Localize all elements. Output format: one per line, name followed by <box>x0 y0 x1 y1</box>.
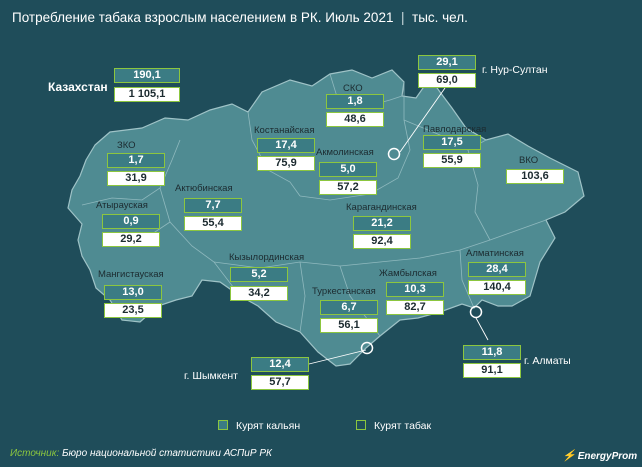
value-tobacco-kazakhstan: 1 105,1 <box>114 87 180 102</box>
value-hookah-atyrau: 0,9 <box>102 214 160 229</box>
value-tobacco-zko: 31,9 <box>107 171 165 186</box>
title-separator: | <box>397 10 409 25</box>
energyprom-logo-icon: ⚡ <box>562 450 576 462</box>
city-circle-icon <box>387 147 401 161</box>
value-hookah-karaganda: 21,2 <box>353 216 411 231</box>
leader-almaty <box>475 317 489 341</box>
value-hookah-almaty-region: 28,4 <box>468 262 526 277</box>
value-hookah-kostanay: 17,4 <box>257 138 315 153</box>
value-hookah-zhambyl: 10,3 <box>386 282 444 297</box>
unit-text: тыс. чел. <box>412 10 468 25</box>
value-tobacco-almaty-city: 91,1 <box>463 363 521 378</box>
value-tobacco-sko: 48,6 <box>326 112 384 127</box>
region-label-zhambyl: Жамбылская <box>379 268 437 279</box>
value-hookah-nursultan: 29,1 <box>418 55 476 70</box>
legend-tobacco: Курят табак <box>356 420 431 432</box>
legend-hookah-label: Курят кальян <box>236 420 301 432</box>
value-tobacco-kostanay: 75,9 <box>257 156 315 171</box>
region-label-akmola: Акмолинская <box>316 147 374 158</box>
border-aktobe <box>159 187 241 297</box>
value-tobacco-aktobe: 55,4 <box>184 216 242 231</box>
value-tobacco-pavlodar: 55,9 <box>423 153 481 168</box>
source-text: Бюро национальной статистики АСПиР РК <box>62 448 272 459</box>
region-label-turkestan: Туркестанская <box>312 286 376 297</box>
region-label-karaganda: Карагандинская <box>346 202 417 213</box>
value-hookah-akmola: 5,0 <box>319 162 377 177</box>
leader-shymkent <box>308 349 367 365</box>
chart-title: Потребление табака взрослым населением в… <box>12 10 468 25</box>
value-hookah-turkestan: 6,7 <box>320 300 378 315</box>
legend-tobacco-label: Курят табак <box>374 420 432 432</box>
city-label-almaty: г. Алматы <box>524 355 571 367</box>
title-text: Потребление табака взрослым населением в… <box>12 10 394 25</box>
value-hookah-sko: 1,8 <box>326 94 384 109</box>
city-circle-icon <box>469 305 483 319</box>
leader-nursultan <box>399 87 446 153</box>
region-label-kyzylorda: Кызылординская <box>229 252 305 263</box>
legend-swatch-hookah <box>218 420 228 430</box>
leader-lines <box>308 87 489 365</box>
region-label-mangistau: Мангистауская <box>98 269 164 280</box>
border-west <box>81 139 181 206</box>
value-tobacco-mangistau: 23,5 <box>104 303 162 318</box>
region-label-pavlodar: Павлодарская <box>423 124 487 135</box>
value-hookah-pavlodar: 17,5 <box>423 135 481 150</box>
legend-swatch-tobacco <box>356 420 366 430</box>
value-tobacco-karaganda: 92,4 <box>353 234 411 249</box>
region-label-zko: ЗКО <box>117 140 136 151</box>
region-label-aktobe: Актюбинская <box>175 183 233 194</box>
value-tobacco-atyrau: 29,2 <box>102 232 160 247</box>
city-markers <box>360 147 483 355</box>
city-label-shymkent: г. Шымкент <box>184 370 238 382</box>
region-label-almaty-region: Алматинская <box>466 248 524 259</box>
value-tobacco-kyzylorda: 34,2 <box>230 286 288 301</box>
value-tobacco-almaty-region: 140,4 <box>468 280 526 295</box>
value-tobacco-zhambyl: 82,7 <box>386 300 444 315</box>
value-tobacco-nursultan: 69,0 <box>418 73 476 88</box>
value-hookah-kyzylorda: 5,2 <box>230 267 288 282</box>
region-label-sko: СКО <box>343 83 363 94</box>
value-tobacco-shymkent: 57,7 <box>251 375 309 390</box>
border-kyzylorda <box>299 261 306 333</box>
city-label-nursultan: г. Нур-Султан <box>482 64 548 76</box>
brand-logo: ⚡ EnergyProm <box>562 449 637 462</box>
city-circle-icon <box>360 341 374 355</box>
region-label-kazakhstan: Казахстан <box>48 80 108 94</box>
value-hookah-shymkent: 12,4 <box>251 357 309 372</box>
value-tobacco-turkestan: 56,1 <box>320 318 378 333</box>
value-hookah-zko: 1,7 <box>107 153 165 168</box>
legend-hookah: Курят кальян <box>218 420 300 432</box>
border-almaty <box>459 249 475 309</box>
value-hookah-aktobe: 7,7 <box>184 198 242 213</box>
source-label: Источник: <box>10 448 60 459</box>
value-hookah-kazakhstan: 190,1 <box>114 68 180 83</box>
region-label-vko: ВКО <box>519 155 539 166</box>
region-label-kostanay: Костанайская <box>254 125 315 136</box>
value-tobacco-vko: 103,6 <box>506 169 564 184</box>
source-note: Источник: Бюро национальной статистики А… <box>10 448 272 459</box>
brand-name: EnergyProm <box>577 451 638 462</box>
value-tobacco-akmola: 57,2 <box>319 180 377 195</box>
value-hookah-almaty-city: 11,8 <box>463 345 521 360</box>
region-label-atyrau: Атырауская <box>96 200 148 211</box>
value-hookah-mangistau: 13,0 <box>104 285 162 300</box>
border-vko <box>467 149 547 241</box>
